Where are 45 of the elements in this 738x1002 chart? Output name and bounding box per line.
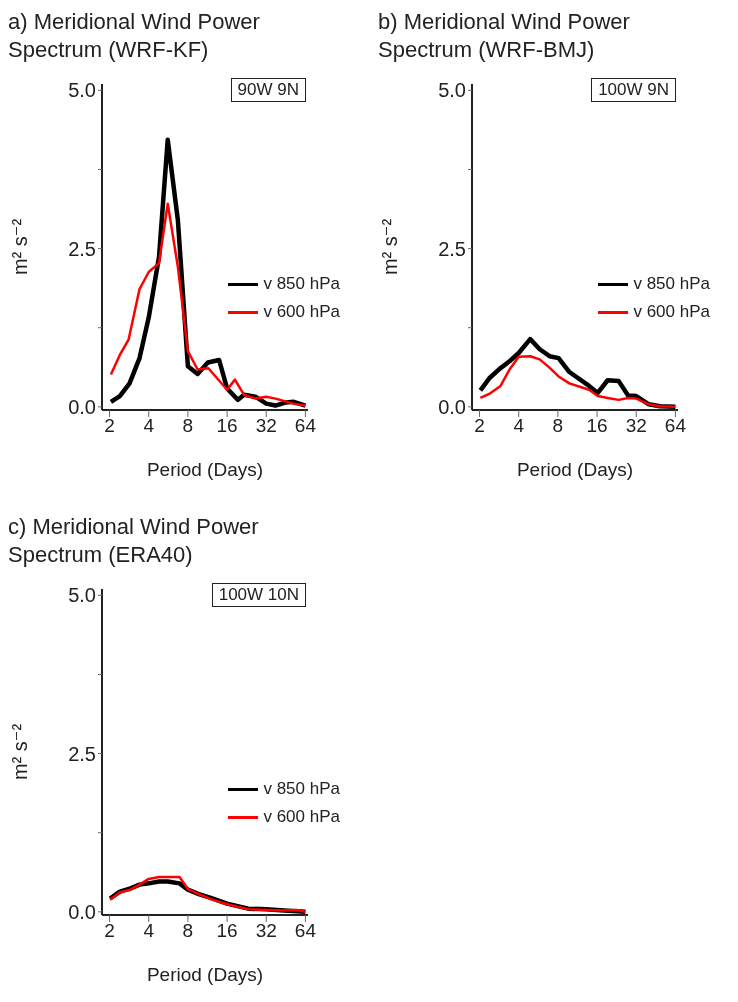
x-tick-label: 2 — [104, 415, 115, 437]
chart-title: b) Meridional Wind Power Spectrum (WRF-BMJ) — [378, 8, 631, 64]
x-tick-label: 2 — [104, 920, 115, 942]
x-tick-label: 4 — [143, 920, 155, 942]
x-axis-title: Period (Days) — [146, 459, 264, 480]
x-tick-label: 8 — [552, 415, 564, 437]
legend-label: v 600 hPa — [633, 301, 710, 323]
x-tick-label: 16 — [216, 415, 238, 437]
x-tick-label: 32 — [255, 415, 277, 437]
y-tick-label: 5.0 — [68, 584, 96, 607]
y-tick-label: 2.5 — [68, 742, 96, 765]
y-tick-label: 2.5 — [438, 237, 466, 260]
x-tick-label: 8 — [182, 415, 194, 437]
annotation: 100W 9N — [591, 78, 676, 102]
x-tick-label: 64 — [294, 920, 317, 942]
y-tick-label: 5.0 — [438, 79, 466, 102]
x-tick-label: 16 — [216, 920, 238, 942]
x-tick-label: 64 — [664, 415, 687, 437]
y-axis-title: m² s⁻² — [379, 218, 402, 276]
y-tick-label: 2.5 — [68, 237, 96, 260]
x-tick-label: 32 — [255, 920, 277, 942]
y-tick-label: 5.0 — [68, 79, 96, 102]
x-tick-label: 16 — [586, 415, 608, 437]
y-tick-label: 0.0 — [68, 900, 96, 923]
y-axis-title: m² s⁻² — [9, 218, 32, 276]
legend-label: v 850 hPa — [263, 273, 340, 295]
legend-label: v 850 hPa — [263, 778, 340, 800]
legend-label: v 850 hPa — [633, 273, 710, 295]
chart-title: a) Meridional Wind Power Spectrum (WRF-KF) — [8, 8, 261, 64]
annotation: 90W 9N — [230, 78, 306, 102]
x-tick-label: 4 — [513, 415, 525, 437]
x-tick-label: 8 — [182, 920, 194, 942]
x-axis-title: Period (Days) — [516, 459, 634, 480]
x-tick-label: 32 — [625, 415, 647, 437]
y-tick-label: 0.0 — [438, 395, 466, 418]
x-tick-label: 64 — [294, 415, 317, 437]
annotation: 100W 10N — [211, 583, 306, 607]
x-axis-title: Period (Days) — [146, 964, 264, 985]
y-tick-label: 0.0 — [68, 395, 96, 418]
x-tick-label: 2 — [474, 415, 485, 437]
chart-title: c) Meridional Wind Power Spectrum (ERA40) — [8, 513, 260, 569]
legend-label: v 600 hPa — [263, 806, 340, 828]
y-axis-title: m² s⁻² — [9, 723, 32, 781]
x-tick-label: 4 — [143, 415, 155, 437]
legend-label: v 600 hPa — [263, 301, 340, 323]
